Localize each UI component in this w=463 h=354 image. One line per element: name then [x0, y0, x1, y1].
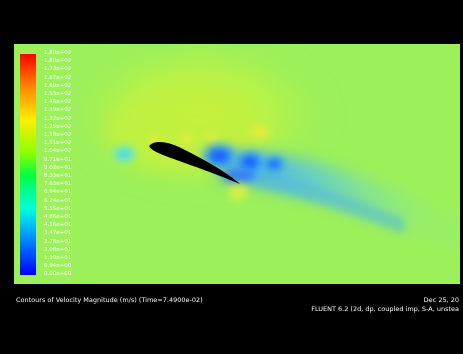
- colorbar-tick-label: 4.16e+01: [44, 222, 72, 229]
- colorbar-tick-label: 1.25e+02: [44, 123, 72, 130]
- colorbar-tick-label: 9.02e+01: [44, 164, 72, 171]
- airfoil: [149, 141, 240, 184]
- low-speed-bubble-3: [260, 154, 288, 174]
- colorbar-tick-label: 6.24e+01: [44, 197, 72, 204]
- contour-plot-viewport: 1.80e+02 1.80e+02 1.73e+02 1.67e+02 1.60e+02…: [14, 44, 460, 284]
- hot-spot-upper-1: [177, 134, 195, 144]
- colorbar-tick-label: 1.80e+02: [44, 58, 72, 65]
- colorbar-tick-label: 3.47e+01: [44, 230, 72, 237]
- colorbar-tick-label: 1.60e+02: [44, 82, 72, 89]
- colorbar-tick-label: 1.80e+02: [44, 50, 72, 56]
- low-speed-bubble-2: [232, 148, 268, 176]
- colorbar-tick-label: 2.78e+01: [44, 238, 72, 245]
- date-label: Dec 25, 20: [423, 296, 459, 304]
- colorbar-tick-label: 1.39e+02: [44, 107, 72, 114]
- colorbar-tick-label: 4.86e+01: [44, 214, 72, 220]
- colorbar-tick-label: 1.67e+02: [44, 74, 72, 81]
- colorbar-tick-labels: 1.80e+02 1.80e+02 1.73e+02 1.67e+02 1.60e+02…: [44, 50, 84, 280]
- colorbar-tick-label: 1.46e+02: [44, 99, 72, 106]
- colorbar-tick-label: 6.94e+01: [44, 189, 72, 196]
- colorbar-tick-label: 7.63e+01: [44, 181, 72, 188]
- colorbar-tick-label: 1.39e+01: [44, 255, 72, 261]
- low-speed-bubble-leading: [110, 144, 138, 164]
- solver-info: FLUENT 6.2 (2d, dp, coupled imp, S-A, un…: [311, 305, 459, 313]
- plot-caption: Contours of Velocity Magnitude (m/s) (Ti…: [16, 296, 203, 304]
- colorbar-tick-label: 1.73e+02: [44, 66, 72, 73]
- colorbar-tick-label: 1.11e+02: [44, 140, 72, 147]
- hot-spot-upper-3: [248, 124, 272, 140]
- colorbar-tick-label: 2.08e+01: [44, 246, 72, 253]
- velocity-contour-field: [14, 44, 460, 284]
- colorbar-tick-label: 9.71e+01: [44, 156, 72, 163]
- colorbar: [20, 54, 36, 275]
- colorbar-tick-label: 5.55e+01: [44, 205, 72, 212]
- colorbar-tick-label: 0.00e+00: [44, 271, 72, 278]
- trailing-edge-stagnation: [228, 184, 248, 200]
- colorbar-tick-label: 1.04e+02: [44, 148, 72, 155]
- colorbar-tick-label: 8.33e+01: [44, 173, 72, 179]
- colorbar-tick-label: 1.53e+02: [44, 91, 72, 97]
- colorbar-tick-label: 1.32e+02: [44, 115, 72, 122]
- colorbar-tick-label: 6.94e+00: [44, 263, 72, 270]
- colorbar-tick-label: 1.18e+02: [44, 132, 72, 138]
